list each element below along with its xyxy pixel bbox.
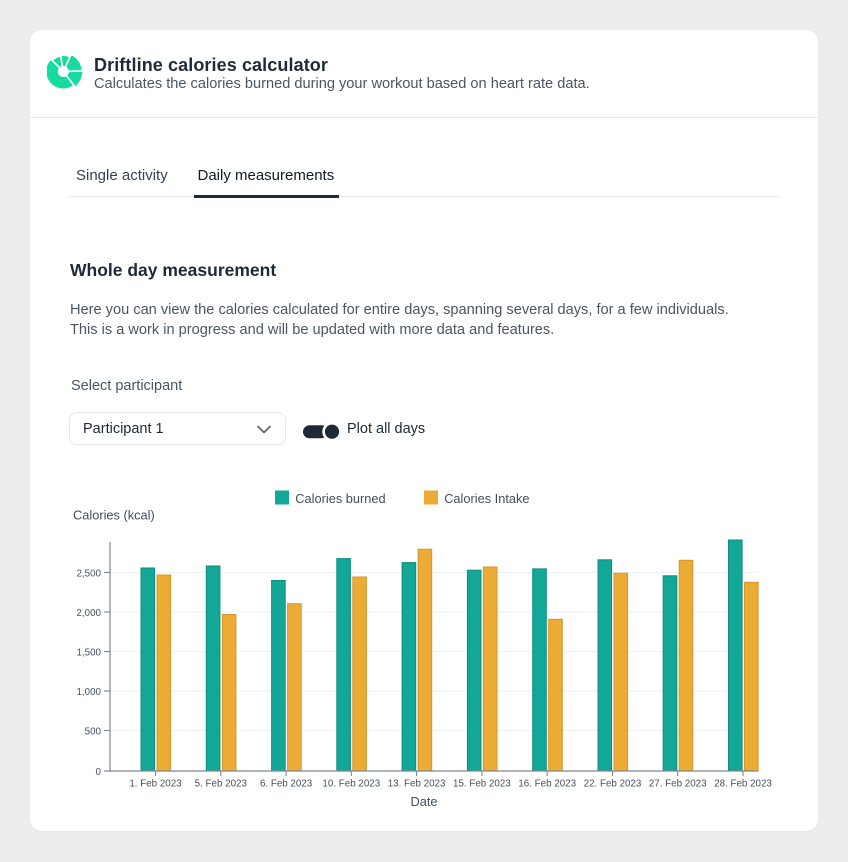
svg-text:28. Feb 2023: 28. Feb 2023	[714, 779, 772, 790]
svg-text:Calories burned: Calories burned	[295, 491, 385, 506]
svg-text:6. Feb 2023: 6. Feb 2023	[260, 779, 313, 790]
svg-text:1. Feb 2023: 1. Feb 2023	[129, 779, 182, 790]
svg-text:0: 0	[96, 767, 102, 778]
svg-text:Calories Intake: Calories Intake	[444, 491, 529, 506]
svg-text:13. Feb 2023: 13. Feb 2023	[388, 779, 446, 790]
svg-text:500: 500	[85, 726, 102, 737]
svg-text:10. Feb 2023: 10. Feb 2023	[322, 779, 380, 790]
svg-text:Calories (kcal): Calories (kcal)	[73, 508, 155, 523]
svg-text:1,000: 1,000	[76, 687, 101, 698]
svg-text:1,500: 1,500	[76, 647, 101, 658]
svg-text:27. Feb 2023: 27. Feb 2023	[649, 779, 707, 790]
svg-text:22. Feb 2023: 22. Feb 2023	[584, 779, 642, 790]
svg-text:16. Feb 2023: 16. Feb 2023	[518, 779, 576, 790]
svg-text:2,500: 2,500	[76, 568, 101, 579]
svg-text:15. Feb 2023: 15. Feb 2023	[453, 779, 511, 790]
svg-text:5. Feb 2023: 5. Feb 2023	[195, 779, 248, 790]
svg-text:Date: Date	[410, 794, 437, 809]
svg-text:2,000: 2,000	[76, 608, 101, 619]
